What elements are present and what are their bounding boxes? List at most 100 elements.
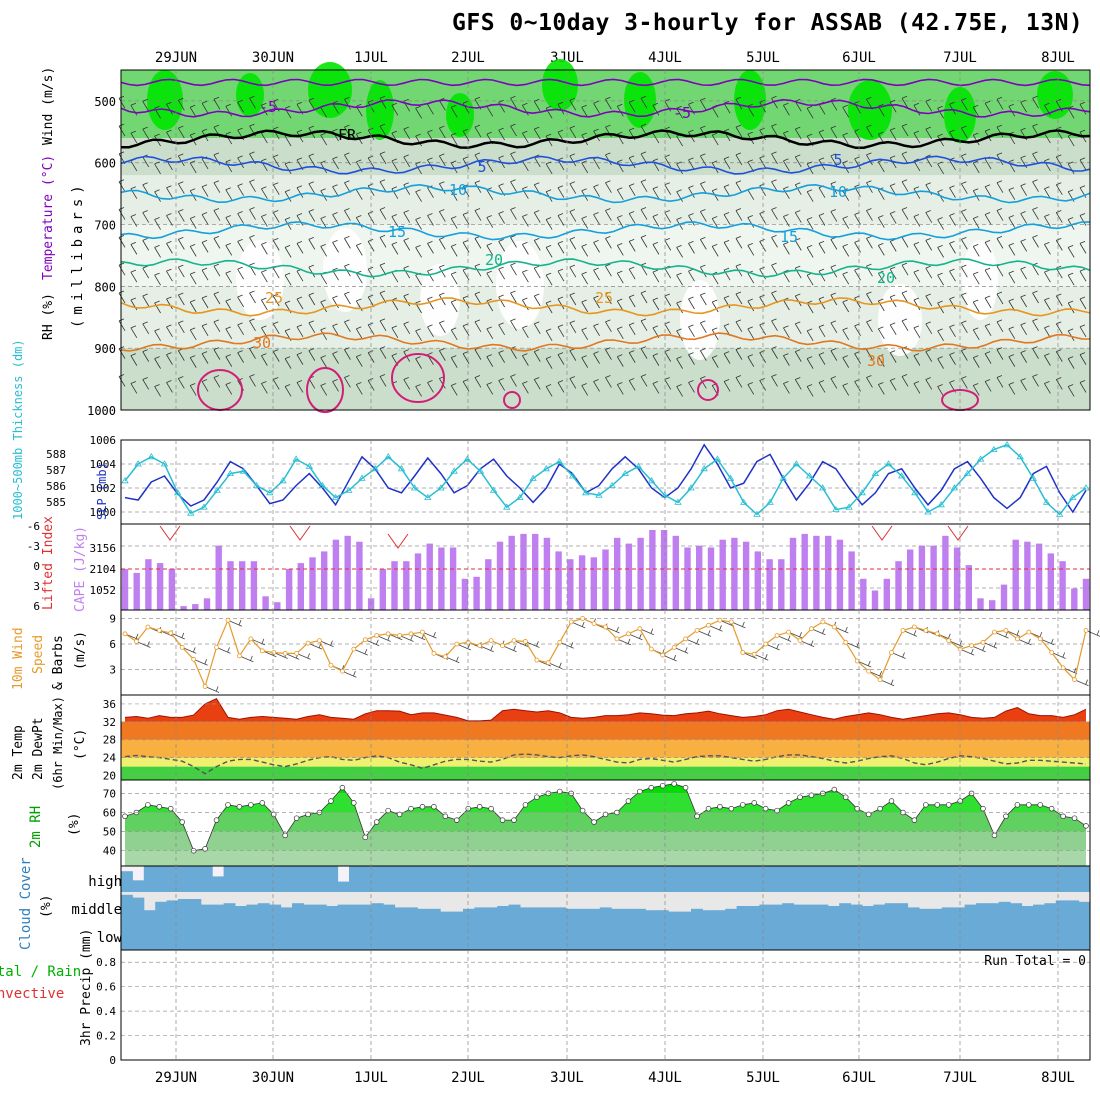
thickness-marker — [884, 460, 893, 467]
wind-barb — [1032, 290, 1039, 304]
cloud-bar-low — [850, 920, 863, 950]
wind-barb — [296, 296, 304, 310]
cloud-bar-middle — [371, 903, 384, 920]
rh-dry-blob — [496, 241, 544, 329]
wind-barb — [984, 323, 992, 337]
thickness-tick: 586 — [46, 480, 66, 493]
wind-barb — [700, 292, 707, 306]
thickness-marker — [542, 465, 550, 472]
wind-barb — [177, 264, 185, 278]
wind-barb — [450, 327, 458, 341]
wind-barb — [913, 214, 921, 227]
wind-barb — [166, 324, 173, 338]
cloud-bar-middle — [440, 911, 453, 920]
wind-barb — [415, 105, 422, 119]
cape-bar — [438, 547, 445, 610]
wind-barb — [142, 126, 150, 140]
cape-bar — [426, 543, 433, 610]
rh2m-point — [431, 804, 437, 810]
cloud-bar-low — [178, 920, 190, 950]
wind-barb — [213, 208, 221, 221]
wind-barb — [628, 155, 636, 169]
wind-barb — [866, 208, 873, 221]
wind-barb — [142, 98, 150, 112]
wind-speed-point — [877, 677, 883, 683]
thickness-marker — [621, 469, 629, 476]
cloud-bar-middle — [1078, 901, 1091, 920]
wind-barb — [415, 384, 422, 397]
wind-barb — [154, 161, 161, 175]
cloud-bar-low — [622, 920, 635, 950]
rh2m-point — [602, 811, 609, 818]
cloud-bar-high — [736, 866, 749, 892]
wind-barb — [557, 213, 565, 226]
wind-barb — [593, 239, 600, 253]
wind-barb — [344, 347, 351, 360]
temp-tick: 32 — [103, 716, 116, 729]
cloud-bar-low — [770, 920, 783, 950]
wind-barb — [1032, 179, 1039, 192]
wind-barb — [142, 210, 150, 223]
wind-barb — [735, 291, 743, 305]
cape-bar — [156, 563, 164, 610]
wind-barb — [616, 382, 624, 395]
thickness-marker — [213, 486, 221, 493]
wind-barb — [533, 237, 541, 251]
cloud-bar-high — [713, 866, 726, 892]
wind-speed-point — [442, 654, 448, 660]
wind-barb — [166, 213, 173, 226]
wind-barb — [996, 319, 1004, 333]
cape-bar — [578, 555, 586, 610]
cloud-bar-low — [953, 920, 966, 950]
wind-barb — [771, 123, 778, 137]
wind-speed-point — [259, 648, 265, 654]
thickness-marker — [305, 462, 314, 469]
rh2m-tick: 50 — [103, 826, 116, 839]
wind-barb — [225, 242, 233, 256]
cloud-bar-high — [896, 866, 909, 892]
cloud-bar-high — [235, 866, 247, 892]
wind-barb — [403, 265, 411, 279]
wind-speed-point — [385, 631, 391, 637]
cloud-bar-low — [280, 920, 293, 950]
cloud-high-label: high — [88, 874, 122, 890]
thickness-marker — [555, 457, 564, 464]
wind-barb — [510, 290, 517, 304]
wind-barb — [628, 99, 636, 113]
wind-barb — [1008, 242, 1016, 256]
wind-barb — [783, 325, 790, 339]
wind-barb — [510, 95, 517, 109]
wind-barb — [972, 216, 980, 229]
wind-barb — [450, 299, 458, 313]
wind-barb — [818, 324, 826, 338]
thickness-marker — [897, 472, 906, 479]
wind-speed-point — [305, 640, 311, 646]
isotherm-35-contour — [697, 379, 719, 401]
wind-barb — [996, 124, 1004, 138]
wind-barb — [272, 237, 280, 251]
cloud-bar-low — [303, 920, 316, 950]
cape-bar — [262, 596, 269, 610]
precip-legend-1: Total / Rain Convective — [0, 964, 81, 1002]
wind-barb — [866, 319, 873, 333]
wind-speed-point — [660, 652, 666, 658]
thickness-marker — [911, 489, 919, 496]
wind-barb — [842, 243, 850, 257]
wind-barb — [842, 327, 850, 341]
wind-speed-point — [362, 637, 368, 643]
wind-barb — [581, 243, 589, 257]
wind-barb — [249, 179, 256, 192]
wind-barb — [1044, 297, 1051, 311]
thickness-marker — [463, 455, 471, 462]
wind-barb — [676, 356, 683, 369]
temp-tick: 36 — [103, 698, 116, 711]
cloud-bar-low — [326, 920, 339, 950]
wind-barb — [391, 102, 399, 116]
wind-barb — [422, 631, 437, 639]
rh2m-point — [225, 802, 231, 808]
wind-barb — [427, 213, 434, 226]
wind-barb — [806, 328, 814, 342]
cloud-bar-middle — [759, 904, 772, 920]
wind-barb — [866, 291, 873, 305]
